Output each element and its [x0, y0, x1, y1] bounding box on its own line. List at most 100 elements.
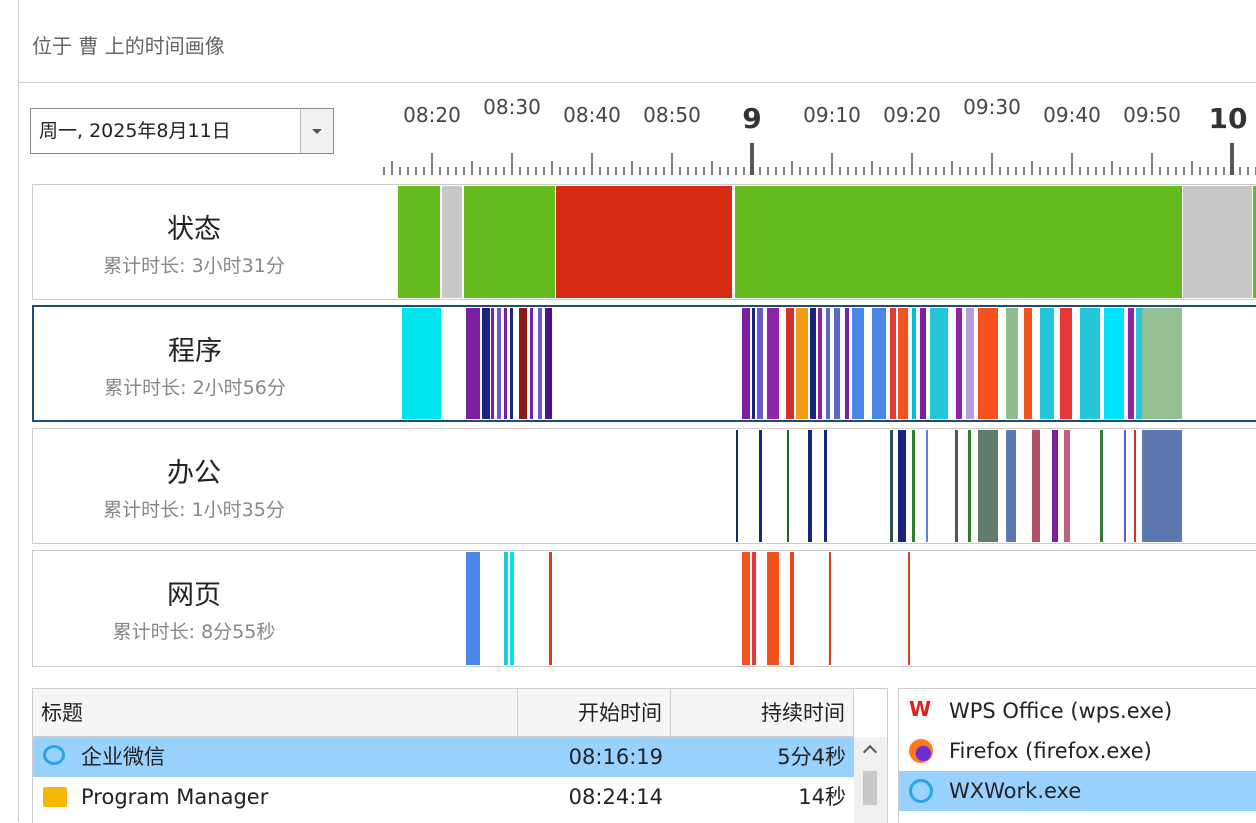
divider [18, 82, 1256, 83]
timeline-ruler [383, 143, 1256, 175]
column-header[interactable]: 持续时间 [671, 689, 854, 737]
row-name: 状态 [167, 214, 221, 245]
row-name: 办公 [167, 458, 221, 489]
activity-segment [898, 308, 908, 419]
process-item[interactable]: Firefox (firefox.exe) [899, 731, 1256, 771]
time-label: 08:20 [403, 103, 461, 127]
activity-segment [920, 308, 926, 419]
activity-segment [1142, 308, 1182, 419]
activity-segment [890, 430, 893, 542]
row-total: 累计时长: 2小时56分 [104, 377, 286, 399]
activity-segment [912, 308, 916, 419]
activity-segment [1128, 308, 1134, 419]
row-total: 累计时长: 3小时31分 [103, 255, 285, 277]
activity-segment [742, 308, 750, 419]
time-label: 09:10 [803, 103, 861, 127]
activity-segment [890, 308, 896, 419]
activity-segment [491, 308, 494, 419]
time-label: 09:40 [1043, 103, 1101, 127]
time-label: 09:50 [1123, 103, 1181, 127]
activity-segment [442, 186, 462, 298]
date-picker[interactable]: 周一, 2025年8月11日 [30, 108, 334, 154]
activity-segment [908, 552, 910, 665]
time-label: 09:20 [883, 103, 941, 127]
activity-segment [1104, 308, 1124, 419]
activity-segment [464, 186, 555, 298]
cell: 14秒 [798, 785, 846, 809]
timeline-row[interactable]: 办公累计时长: 1小时35分 [32, 428, 1256, 544]
time-label: 9 [742, 102, 762, 135]
row-name: 程序 [168, 336, 222, 367]
activity-segment [1134, 430, 1136, 542]
activity-segment [519, 308, 527, 419]
process-list: W WPS Office (wps.exe) Firefox (firefox.e… [898, 688, 1256, 823]
timeline-row[interactable]: 网页 累计时长: 8分55秒 [32, 550, 1256, 667]
cell: 08:24:14 [568, 785, 663, 809]
cell: 5分4秒 [777, 745, 846, 769]
row-highlight[interactable] [33, 737, 854, 777]
process-name: WPS Office (wps.exe) [949, 699, 1173, 723]
activity-segment [898, 430, 906, 542]
cell: Program Manager [81, 785, 269, 809]
row-total: 累计时长: 8分55秒 [112, 621, 276, 643]
activity-segment [787, 430, 789, 542]
activity-segment [1052, 430, 1058, 542]
activity-segment [872, 308, 886, 419]
time-label: 10 [1208, 102, 1248, 135]
time-label: 08:50 [643, 103, 701, 127]
activity-segment [482, 308, 490, 419]
activity-segment [510, 552, 514, 665]
activity-segment [545, 308, 552, 419]
process-name: Firefox (firefox.exe) [949, 739, 1152, 763]
activity-segment [808, 430, 812, 542]
activity-segment [530, 308, 533, 419]
activity-segment [1064, 430, 1070, 542]
row-total: 累计时长: 1小时35分 [103, 499, 285, 521]
activity-segment [504, 552, 508, 665]
activity-segment [1080, 308, 1100, 419]
activity-segment [759, 430, 762, 542]
dropdown-arrow[interactable] [300, 109, 333, 153]
activity-segment [852, 308, 864, 419]
activity-segment [1024, 308, 1032, 419]
activity-segment [752, 308, 755, 419]
app-icon [43, 745, 65, 765]
activity-segment [1100, 430, 1103, 542]
activity-segment [767, 552, 779, 665]
activity-segment [1124, 430, 1126, 542]
activity-segment [556, 186, 732, 298]
activity-segment [786, 308, 794, 419]
activity-segment [466, 552, 480, 665]
activity-segment [966, 308, 974, 419]
activity-segment [1136, 308, 1142, 419]
activity-segment [912, 430, 915, 542]
activity-segment [735, 186, 1182, 298]
app-icon [43, 787, 67, 807]
activity-segment [955, 430, 958, 542]
activity-segment [538, 308, 542, 419]
column-header[interactable]: 标题 [33, 689, 518, 737]
process-name: WXWork.exe [949, 779, 1082, 803]
column-header[interactable]: 开始时间 [518, 689, 671, 737]
activity-segment [767, 308, 779, 419]
timeline-row[interactable]: 程序累计时长: 2小时56分 [32, 305, 1256, 422]
activity-table: 标题 开始时间 持续时间 企业微信 08:16:19 5分4秒 Program … [32, 688, 888, 823]
activity-segment [818, 308, 822, 419]
activity-segment [1060, 308, 1072, 419]
cell: 08:16:19 [568, 745, 663, 769]
cell: 企业微信 [81, 745, 165, 769]
activity-segment [810, 308, 816, 419]
activity-segment [752, 552, 756, 665]
activity-segment [829, 552, 831, 665]
activity-segment [510, 308, 513, 419]
activity-segment [1253, 186, 1256, 298]
scrollbar[interactable] [854, 737, 887, 823]
activity-segment [968, 430, 971, 542]
activity-segment [398, 186, 440, 298]
time-label: 08:30 [483, 95, 541, 119]
activity-segment [978, 308, 998, 419]
activity-segment [466, 308, 480, 419]
timeline-row[interactable]: 状态累计时长: 3小时31分 [32, 184, 1256, 300]
process-item[interactable]: W WPS Office (wps.exe) [909, 697, 1173, 723]
process-item[interactable]: WXWork.exe [899, 771, 1256, 811]
